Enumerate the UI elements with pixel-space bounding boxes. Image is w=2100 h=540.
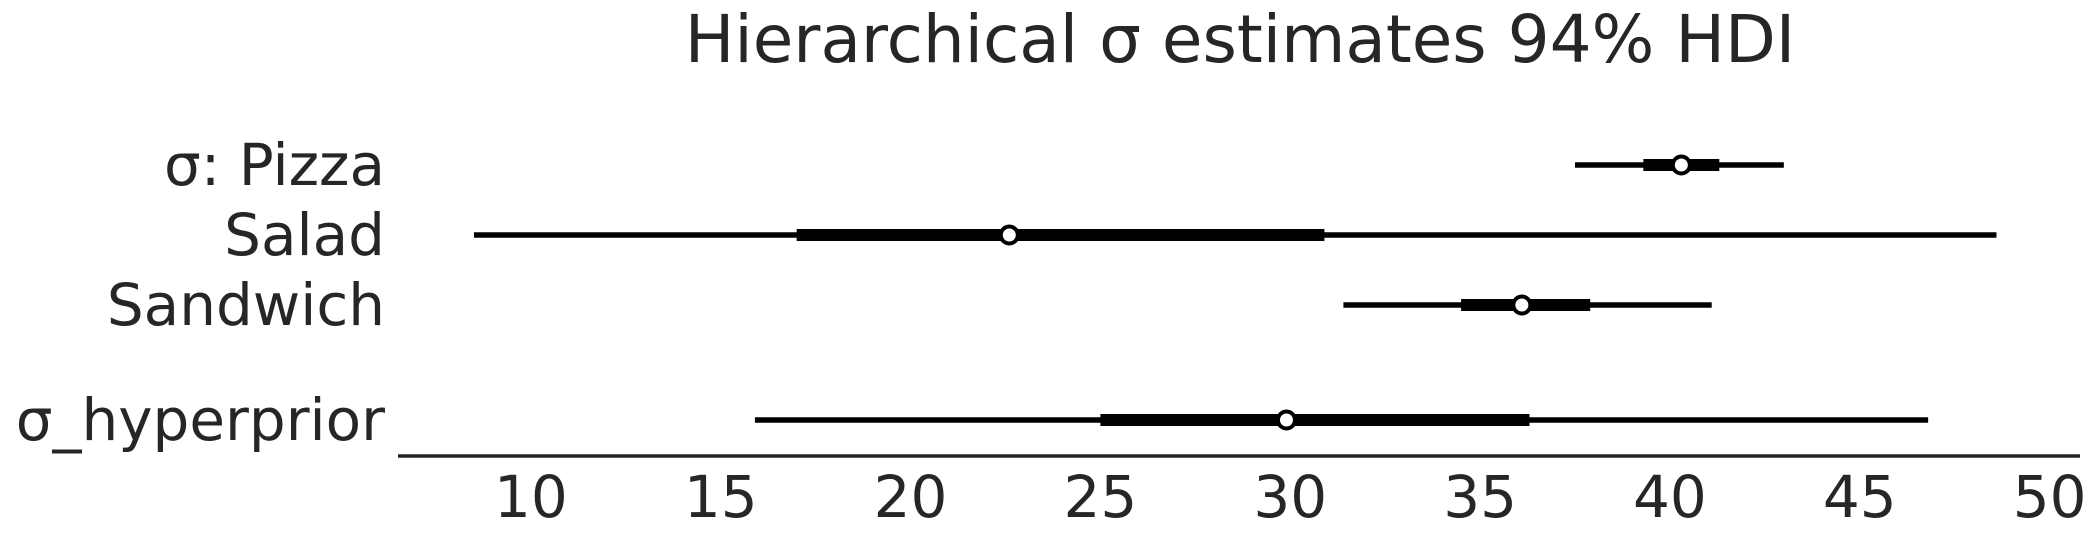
row-label: σ_hyperprior: [16, 386, 385, 454]
x-tick-label: 15: [684, 463, 758, 531]
x-tick-label: 40: [1633, 463, 1707, 531]
x-tick-label: 20: [874, 463, 948, 531]
row-0: σ: Pizza: [164, 131, 1784, 199]
x-tick-label: 45: [1823, 463, 1897, 531]
row-2: Sandwich: [107, 271, 1712, 339]
row-label: Sandwich: [107, 271, 385, 339]
median-point: [1511, 294, 1533, 316]
median-point: [998, 224, 1020, 246]
chart-title: Hierarchical σ estimates 94% HDI: [685, 1, 1796, 78]
row-1: Salad: [224, 201, 1997, 269]
x-tick-label: 10: [494, 463, 568, 531]
x-tick-label: 30: [1253, 463, 1327, 531]
row-label: σ: Pizza: [164, 131, 385, 199]
x-tick-label: 25: [1064, 463, 1138, 531]
median-point: [1275, 409, 1297, 431]
median-point: [1670, 154, 1692, 176]
x-tick-label: 50: [2013, 463, 2087, 531]
x-tick-labels: 10 15 20 25 30 35 40 45 50: [494, 463, 2087, 531]
row-3: σ_hyperprior: [16, 386, 1929, 454]
x-tick-label: 35: [1443, 463, 1517, 531]
row-label: Salad: [224, 201, 385, 269]
